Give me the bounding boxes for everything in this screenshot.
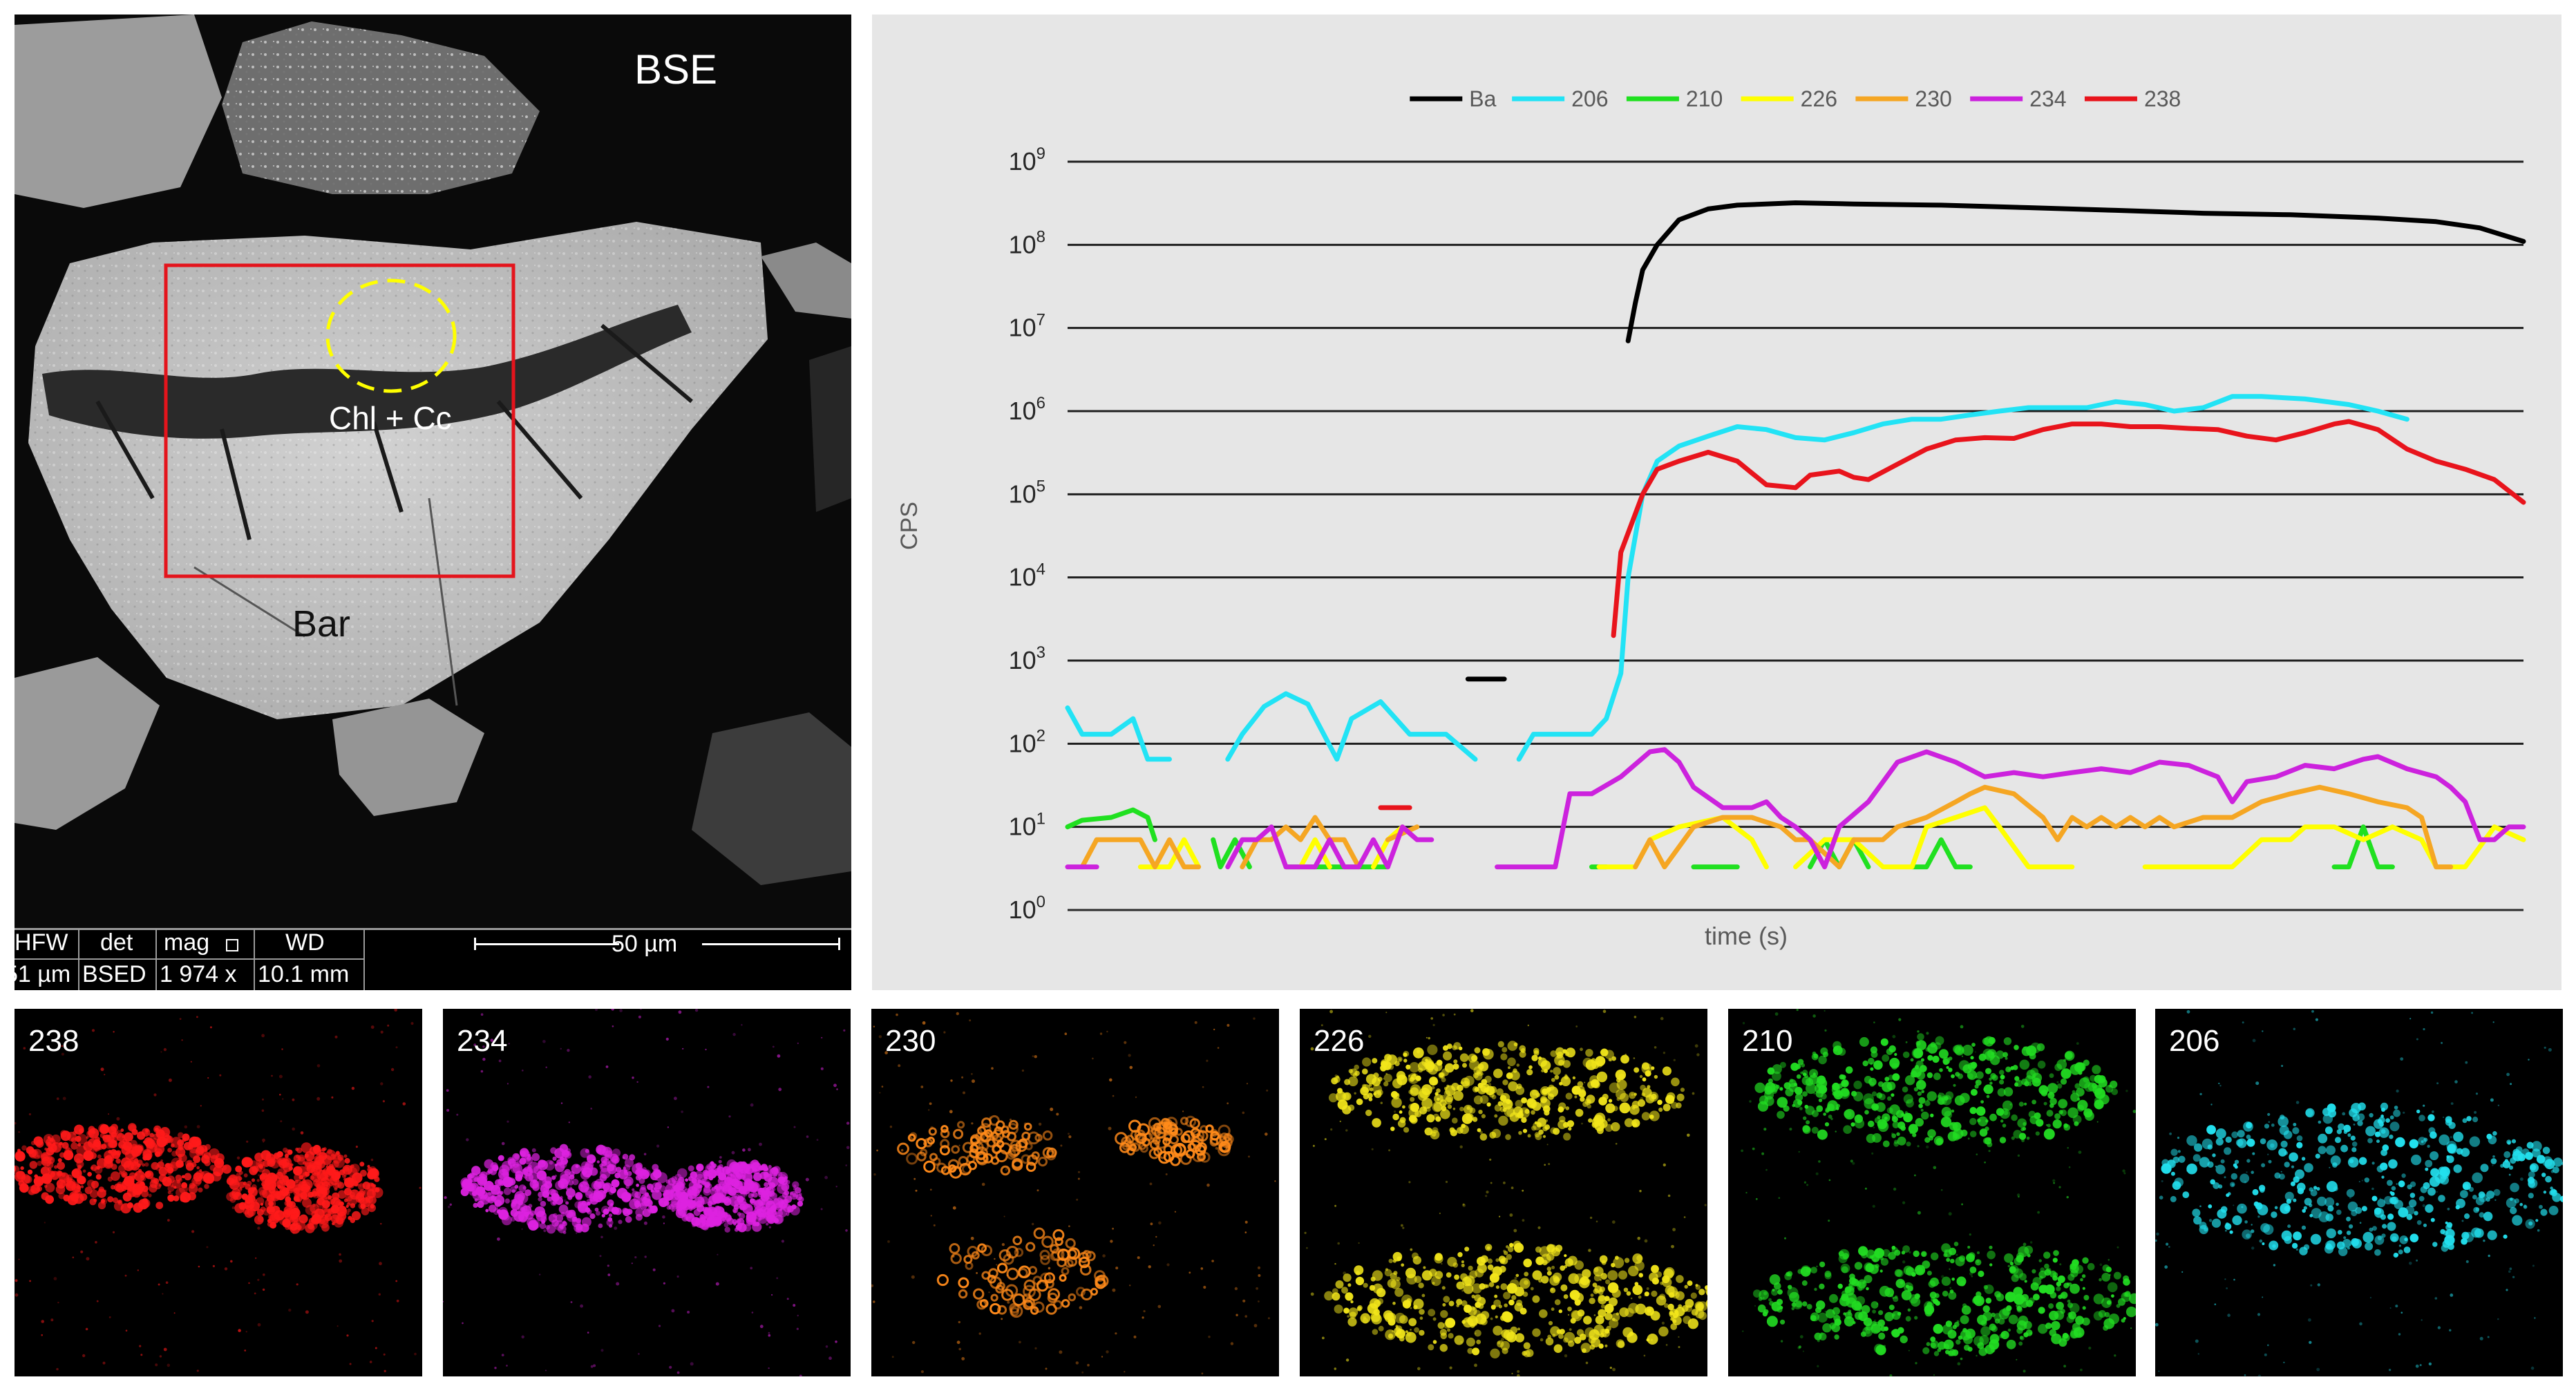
bse-label: BSE [634,46,717,93]
map-label-238: 238 [28,1024,79,1058]
wd-header: WD [285,929,325,956]
y-tick-label: 102 [1009,726,1045,757]
series-line-234 [1225,824,1434,870]
series-line-234 [1495,747,2526,870]
series-line-210 [1909,837,1973,870]
wd-value: 10.1 mm [258,961,350,987]
map-panel-230: 230 [871,1009,1279,1376]
series-line-206 [1065,705,1172,762]
map-label-226: 226 [1314,1024,1365,1058]
series-line-210 [1211,837,1252,870]
series-line-Ba [1625,200,2526,343]
map-238-image [15,1009,422,1376]
sem-info-bar: HFW det mag WD 51 µm BSED 1 974 x 10.1 m… [15,928,851,990]
y-tick-label: 106 [1009,394,1045,425]
scale-bar-right [702,943,840,945]
map-206-image [2155,1009,2563,1376]
series-line-230 [1240,815,1361,870]
y-tick-label: 103 [1009,643,1045,674]
grain-bottom-right [692,712,851,885]
series-lines [1065,200,2526,870]
map-label-230: 230 [885,1024,936,1058]
map-panel-210: 210 [1728,1009,2136,1376]
x-axis-label: time (s) [1705,922,1788,950]
hfw-header: HFW [15,929,68,956]
legend-label-238: 238 [2144,86,2181,111]
bse-micrograph: BSE Chl + Cc Bar [15,15,851,928]
y-tick-label: 101 [1009,810,1045,841]
map-panel-206: 206 [2155,1009,2563,1376]
map-panel-234: 234 [443,1009,851,1376]
grain-bottom-left [15,657,160,830]
series-line-206 [1516,394,2409,762]
bar-label: Bar [292,603,350,645]
y-tick-label: 107 [1009,311,1045,342]
legend-label-234: 234 [2029,86,2066,111]
series-line-226 [1793,805,2075,870]
legend-label-210: 210 [1686,86,1723,111]
map-label-206: 206 [2169,1024,2220,1058]
map-label-234: 234 [457,1024,508,1058]
y-tick-labels: 100 101 102 103 104 105 106 107 108 109 [1009,144,1045,924]
roi-rectangle [164,263,515,578]
y-tick-label: 108 [1009,227,1045,258]
grid-lines [1068,160,2523,911]
bse-image-panel: BSE Chl + Cc Bar HFW det mag WD 51 µm BS… [15,15,851,990]
scale-bar-label: 50 µm [612,931,678,957]
map-label-210: 210 [1742,1024,1793,1058]
cps-chart-panel: 100 101 102 103 104 105 106 107 108 109 Ba 206 210 2… [872,15,2561,990]
mag-header: mag [164,929,210,956]
chl-cc-label: Chl + Cc [329,400,452,436]
small-square-icon [226,939,238,951]
grain-top-left [15,15,222,208]
series-line-226 [2142,824,2526,870]
y-tick-label: 100 [1009,893,1045,924]
legend-label-230: 230 [1915,86,1951,111]
y-axis-label: CPS [896,502,922,550]
legend-label-Ba: Ba [1469,86,1496,111]
grain-bottom-middle [332,699,484,816]
series-line-238 [1611,419,2526,638]
roi-circle [325,278,457,393]
map-210-image [1728,1009,2136,1376]
map-226-image [1300,1009,1707,1376]
chlorite-calcite-band [42,305,692,439]
chart-legend: Ba 206 210 226 230 234 238 [1410,86,2181,111]
map-panel-238: 238 [15,1009,422,1376]
series-line-210 [2331,824,2395,870]
series-line-230 [1633,784,2454,870]
grain-right [761,243,851,319]
series-line-230 [1079,837,1202,870]
y-tick-label: 105 [1009,477,1045,508]
y-tick-label: 104 [1009,560,1045,591]
det-value: BSED [82,961,146,987]
legend-label-226: 226 [1801,86,1837,111]
scale-bar-left [474,943,619,945]
series-line-226 [1298,837,1332,870]
y-tick-label: 109 [1009,144,1045,176]
map-230-image [871,1009,1279,1376]
legend-label-206: 206 [1571,86,1608,111]
cps-line-chart: 100 101 102 103 104 105 106 107 108 109 Ba 206 210 2… [896,86,2526,950]
det-header: det [100,929,133,956]
map-234-image [443,1009,851,1376]
series-line-206 [1225,691,1478,762]
mag-value: 1 974 x [160,961,237,987]
map-panel-226: 226 [1300,1009,1707,1376]
hfw-value: 51 µm [15,961,71,987]
series-line-210 [1065,807,1157,842]
